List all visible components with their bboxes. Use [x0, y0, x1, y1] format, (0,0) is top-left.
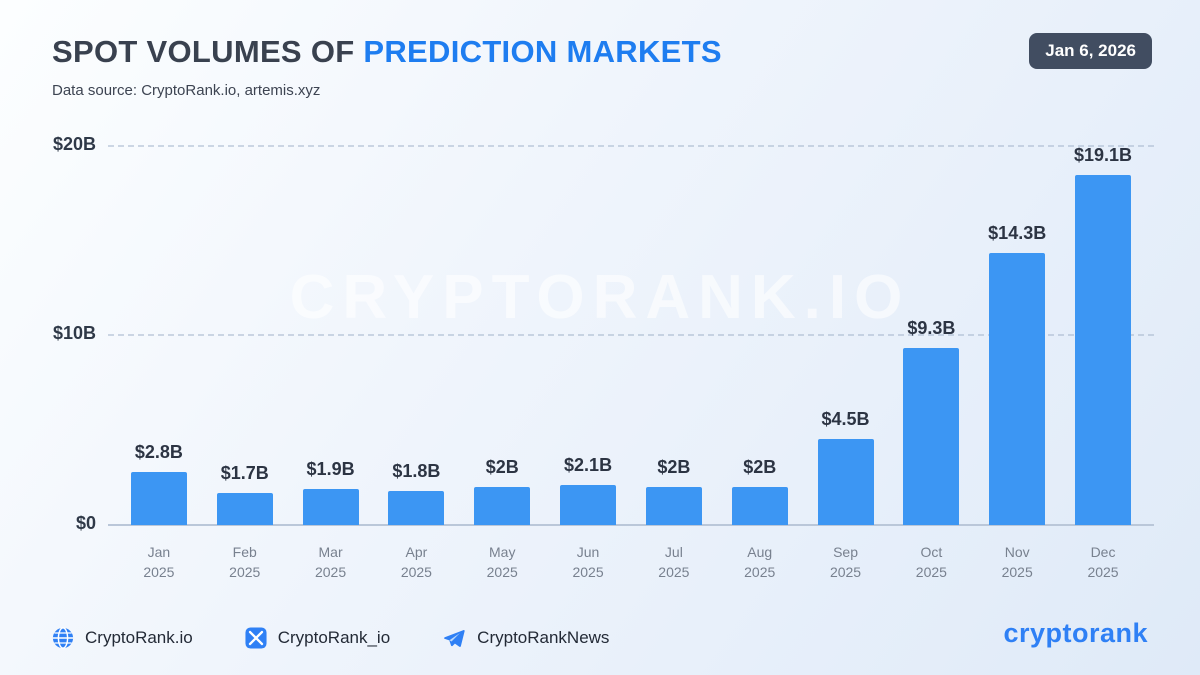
y-tick-20b: $20B — [52, 134, 96, 154]
bar — [989, 253, 1046, 525]
footer-link-x[interactable]: CryptoRank_io — [245, 627, 390, 649]
x-axis-label: Feb 2025 — [229, 544, 261, 580]
page-title: SPOT VOLUMES OF PREDICTION MARKETS — [52, 34, 1148, 70]
x-axis-label: Jul 2025 — [658, 544, 690, 580]
x-axis-label: Dec 2025 — [1087, 544, 1119, 580]
globe-icon — [52, 627, 74, 649]
page-title-main: SPOT VOLUMES OF — [52, 34, 364, 69]
bar — [130, 472, 187, 525]
x-icon — [245, 627, 267, 649]
bar-value-label: $2.8B — [134, 442, 183, 462]
x-axis-label: Mar 2025 — [314, 544, 347, 580]
bar-value-label: $1.7B — [220, 463, 269, 483]
cryptorank-logo: cryptorank — [1003, 618, 1148, 648]
bar — [560, 485, 617, 525]
footer-link-label: CryptoRank_io — [277, 628, 391, 647]
bar — [474, 487, 531, 525]
bar-column: $1.8B — [373, 145, 459, 525]
bar-value-label: $1.9B — [306, 459, 355, 479]
bar-column: $2B — [631, 145, 717, 525]
bar-column: $9.3B — [888, 145, 974, 525]
data-source-subtitle: Data source: CryptoRank.io, artemis.xyz — [52, 82, 321, 99]
bar-value-label: $2.1B — [564, 455, 613, 475]
bar — [645, 487, 702, 525]
bar — [731, 487, 788, 525]
footer-link-label: CryptoRank.io — [85, 628, 193, 647]
telegram-icon — [442, 627, 466, 649]
footer-link-website[interactable]: CryptoRank.io — [52, 627, 193, 649]
bar-column: $14.3B — [974, 145, 1060, 525]
x-axis-label: May 2025 — [486, 544, 518, 580]
x-axis-labels: Jan 2025 Feb 2025 Mar 2025 Apr 2025 May 2025 Jun 20… — [108, 543, 1154, 582]
bar-column: $2.1B — [545, 145, 631, 525]
x-axis-label: Sep 2025 — [829, 544, 862, 580]
header: SPOT VOLUMES OF PREDICTION MARKETS Data … — [52, 34, 1148, 99]
bar-value-label: $4.5B — [821, 409, 870, 429]
bars-container: $2.8B $1.7B $1.9B $1.8B $2B $2.1B $2B $2B $4.5B $… — [108, 145, 1154, 525]
bar-column: $2B — [459, 145, 545, 525]
gridline-20b — [108, 145, 1154, 147]
x-axis-label: Jun 2025 — [572, 544, 604, 580]
date-badge: Jan 6, 2026 — [1029, 33, 1152, 69]
bar-value-label: $19.1B — [1074, 145, 1133, 165]
x-axis-label: Nov 2025 — [1001, 544, 1033, 580]
bar-value-label: $2B — [743, 457, 777, 477]
footer: CryptoRank.io CryptoRank_io CryptoRankNe… — [52, 627, 609, 649]
bar-value-label: $9.3B — [907, 318, 956, 338]
bar — [1075, 175, 1132, 525]
y-tick-0: $0 — [75, 513, 96, 533]
bar-value-label: $2B — [485, 457, 519, 477]
x-axis-baseline — [108, 524, 1154, 526]
bar-column: $2B — [717, 145, 803, 525]
bar-value-label: $14.3B — [988, 223, 1047, 243]
x-axis-label: Aug 2025 — [744, 544, 776, 580]
y-tick-10b: $10B — [52, 323, 96, 343]
x-axis-label: Jan 2025 — [143, 544, 175, 580]
bar-value-label: $1.8B — [392, 461, 441, 481]
bar-column: $19.1B — [1060, 145, 1146, 525]
x-axis-label: Oct 2025 — [915, 544, 947, 580]
bar-column: $1.7B — [202, 145, 288, 525]
bar — [388, 491, 445, 525]
bar — [302, 489, 359, 525]
bar-value-label: $2B — [657, 457, 691, 477]
bar-column: $1.9B — [288, 145, 374, 525]
bar — [216, 493, 273, 525]
x-axis-label: Apr 2025 — [400, 544, 432, 580]
page-title-accent: PREDICTION MARKETS — [363, 34, 722, 69]
bar-chart-plot-area: $2.8B $1.7B $1.9B $1.8B $2B $2.1B $2B $2B $4.5B $… — [108, 145, 1154, 526]
bar-column: $2.8B — [116, 145, 202, 525]
footer-link-telegram[interactable]: CryptoRankNews — [442, 627, 609, 649]
bar-column: $4.5B — [803, 145, 889, 525]
bar — [903, 348, 960, 525]
bar — [817, 439, 874, 525]
footer-link-label: CryptoRankNews — [477, 628, 610, 647]
gridline-10b — [108, 334, 1154, 336]
